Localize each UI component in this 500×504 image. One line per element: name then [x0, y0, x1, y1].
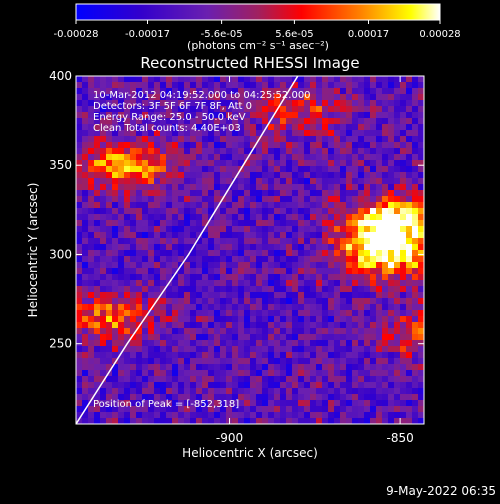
- colorbar-unit-label: (photons cm⁻² s⁻¹ asec⁻²): [187, 39, 329, 52]
- y-tick-label: 400: [49, 69, 72, 83]
- annotation-detectors: Detectors: 3F 5F 6F 7F 8F, Att 0: [93, 101, 252, 112]
- y-axis-label: Heliocentric Y (arcsec): [26, 183, 40, 318]
- x-tick-label: -850: [387, 431, 414, 445]
- axis-ticks: -900-850-800250300350400: [49, 69, 424, 445]
- annotation-energy-range: Energy Range: 25.0 - 50.0 keV: [93, 112, 246, 123]
- plot-frame: [75, 75, 425, 425]
- x-tick-label: -900: [216, 431, 243, 445]
- y-tick-label: 250: [49, 337, 72, 351]
- colorbar-gradient: [75, 3, 441, 21]
- solar-limb-curve: [76, 76, 299, 424]
- heatmap-image: [76, 76, 424, 424]
- colorbar: -0.00028 -0.00017 -5.6e-05 5.6e-05 0.00017 0.…: [54, 3, 461, 52]
- colorbar-tick-label: -0.00028: [54, 29, 99, 40]
- x-axis-label: Heliocentric X (arcsec): [182, 446, 318, 460]
- colorbar-tick-label: -0.00017: [125, 29, 170, 40]
- y-tick-label: 350: [49, 158, 72, 172]
- colorbar-tick-label: -5.6e-05: [201, 29, 243, 40]
- annotation-time-range: 10-Mar-2012 04:19:52.000 to 04:25:52.000: [93, 90, 311, 101]
- colorbar-tick-label: 5.6e-05: [275, 29, 313, 40]
- y-tick-label: 300: [49, 247, 72, 261]
- annotation-peak-position: Position of Peak = [-852,318]: [93, 399, 239, 410]
- annotation-counts: Clean Total counts: 4.40E+03: [93, 123, 241, 134]
- footer-timestamp: 9-May-2022 06:35: [386, 484, 496, 498]
- colorbar-tick-label: 0.00017: [348, 29, 389, 40]
- observation-annotations: 10-Mar-2012 04:19:52.000 to 04:25:52.000…: [93, 90, 311, 410]
- plot-title: Reconstructed RHESSI Image: [140, 54, 359, 72]
- colorbar-tick-label: 0.00028: [419, 29, 460, 40]
